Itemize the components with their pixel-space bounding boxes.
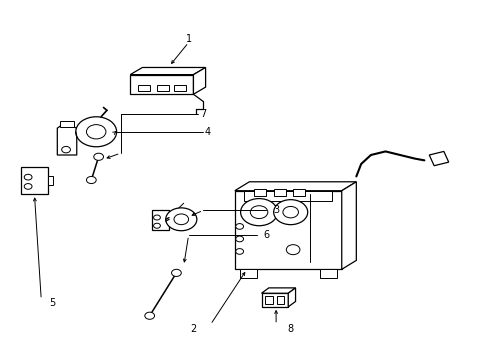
- Polygon shape: [341, 182, 356, 269]
- Bar: [152, 210, 169, 230]
- Bar: [60, 121, 74, 127]
- Bar: [239, 269, 256, 278]
- Bar: [254, 189, 266, 196]
- Circle shape: [250, 206, 267, 219]
- Circle shape: [235, 236, 243, 242]
- Bar: [276, 296, 284, 304]
- Text: 6: 6: [263, 230, 269, 240]
- Polygon shape: [261, 288, 295, 293]
- Bar: [273, 189, 285, 196]
- Circle shape: [286, 245, 299, 255]
- Circle shape: [24, 184, 32, 189]
- Bar: [130, 75, 193, 94]
- Text: 3: 3: [272, 205, 279, 215]
- Text: 5: 5: [49, 298, 56, 308]
- Bar: [234, 191, 341, 269]
- Circle shape: [153, 223, 160, 228]
- Bar: [265, 296, 273, 304]
- Bar: [292, 189, 305, 196]
- Bar: [174, 85, 186, 91]
- Circle shape: [283, 206, 298, 218]
- Circle shape: [24, 174, 32, 180]
- Circle shape: [86, 176, 96, 184]
- Text: 8: 8: [287, 324, 293, 334]
- Polygon shape: [234, 182, 356, 191]
- Polygon shape: [287, 288, 295, 307]
- Circle shape: [153, 215, 160, 220]
- Circle shape: [273, 200, 307, 225]
- Bar: [261, 293, 287, 307]
- Text: 4: 4: [204, 127, 211, 137]
- Polygon shape: [130, 67, 205, 75]
- Circle shape: [235, 224, 243, 229]
- Text: 1: 1: [185, 34, 191, 44]
- Bar: [21, 167, 47, 194]
- Bar: [157, 85, 169, 91]
- Circle shape: [86, 125, 106, 139]
- Circle shape: [235, 249, 243, 254]
- Polygon shape: [428, 152, 448, 166]
- Bar: [47, 176, 53, 185]
- Text: 7: 7: [200, 109, 206, 119]
- Polygon shape: [193, 67, 205, 94]
- Bar: [137, 85, 149, 91]
- Circle shape: [165, 208, 197, 231]
- Circle shape: [76, 117, 116, 147]
- Circle shape: [61, 147, 70, 153]
- Bar: [319, 269, 336, 278]
- Circle shape: [174, 214, 188, 225]
- Polygon shape: [57, 123, 77, 155]
- Circle shape: [171, 269, 181, 276]
- Circle shape: [240, 199, 277, 226]
- Circle shape: [144, 312, 154, 319]
- Text: 2: 2: [190, 324, 196, 334]
- Circle shape: [94, 153, 103, 160]
- Bar: [244, 191, 331, 202]
